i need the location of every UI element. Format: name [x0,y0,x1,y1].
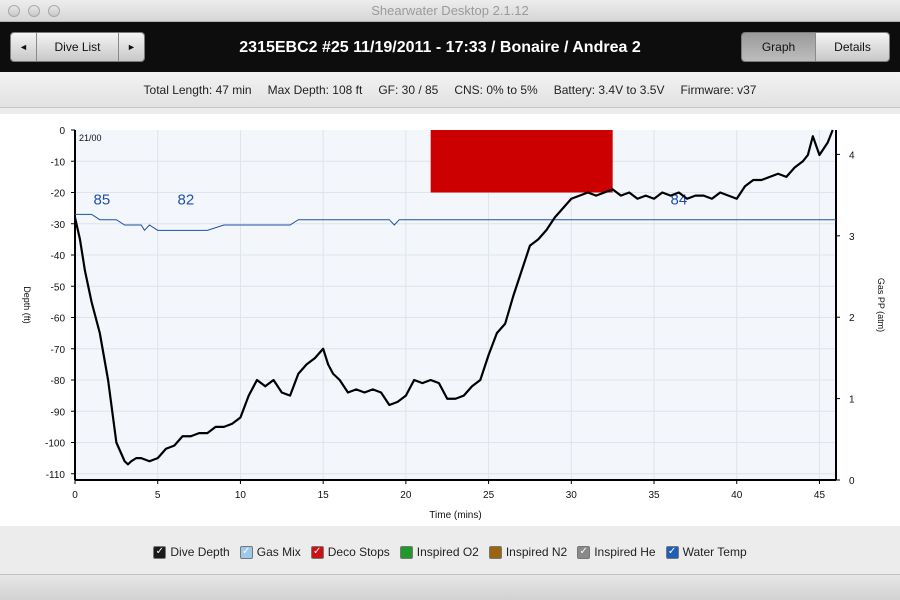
tab-details[interactable]: Details [816,33,889,61]
legend-item[interactable]: Inspired O2 [399,545,479,559]
water-temp-label: 85 [94,191,111,208]
x-tick-label: 35 [648,490,660,501]
checkbox-checked-icon[interactable]: ✓ [239,545,253,559]
y-tick-label: -110 [46,470,66,481]
tab-graph[interactable]: Graph [742,33,816,61]
water-temp-label: 82 [177,191,194,208]
legend-item[interactable]: ✓ Deco Stops [310,545,390,559]
bottom-bar [0,574,900,600]
dive-depth-line [73,129,834,466]
dive-nav-group: ◄ Dive List ► [10,32,145,62]
stat-gf: GF: 30 / 85 [378,82,439,97]
window-title: Shearwater Desktop 2.1.12 [371,3,529,18]
checkbox-checked-icon[interactable]: ✓ [665,545,679,559]
stat-battery: Battery: 3.4V to 3.5V [553,82,665,97]
x-axis-label: Time (mins) [429,510,481,521]
y-tick-label: -70 [51,345,66,356]
x-tick-label: 0 [72,490,78,501]
minimize-window-icon[interactable] [28,5,40,17]
dive-title: 2315EBC2 #25 11/19/2011 - 17:33 / Bonair… [239,39,641,56]
x-tick-label: 15 [318,490,330,501]
stat-total-length: Total Length: 47 min [143,82,252,97]
y2-tick-label: 1 [849,395,855,406]
dive-graph-panel[interactable]: 0 -10 -20 -30 -40 -50 -60 -70 -80 -90 -100 -110 0 5 10… [0,114,900,526]
checkbox-unchecked-icon[interactable] [399,545,413,559]
checkbox-checked-icon[interactable]: ✓ [153,545,167,559]
y2-tick-label: 3 [849,232,855,243]
y-tick-label: 0 [59,126,65,137]
x-tick-label: 30 [566,490,578,501]
chart-legend: ✓ Dive Depth ✓ Gas Mix ✓ Deco Stops Inspired O… [0,538,900,566]
y2-tick-label: 2 [849,313,855,324]
legend-item[interactable]: ✓ Dive Depth [153,545,230,559]
y2-tick-label: 4 [849,150,855,161]
legend-label: Inspired N2 [505,545,568,559]
y-tick-label: -80 [51,376,66,387]
x-tick-label: 40 [731,490,743,501]
checkbox-unchecked-icon[interactable] [488,545,502,559]
legend-item[interactable]: ✓ Inspired He [577,545,656,559]
y-tick-label: -60 [51,314,66,325]
stat-max-depth: Max Depth: 108 ft [267,82,363,97]
y-tick-label: -50 [51,282,66,293]
title-bar: Shearwater Desktop 2.1.12 [0,0,900,22]
checkbox-checked-icon[interactable]: ✓ [577,545,591,559]
legend-item[interactable]: ✓ Water Temp [665,545,747,559]
y-tick-label: -100 [45,439,65,450]
gas-mix-label: 21/00 [79,133,102,143]
legend-label: Dive Depth [170,545,230,559]
legend-label: Inspired O2 [416,545,479,559]
x-tick-label: 10 [235,490,247,501]
water-temp-line [75,213,836,232]
stat-firmware: Firmware: v37 [680,82,757,97]
deco-stop-bar [430,130,613,193]
x-tick-label: 20 [400,490,412,501]
checkbox-checked-icon[interactable]: ✓ [310,545,324,559]
stat-cns: CNS: 0% to 5% [454,82,538,97]
y-axis-label: Depth (ft) [22,286,32,324]
x-tick-label: 45 [814,490,826,501]
y-tick-label: -90 [51,407,66,418]
legend-item[interactable]: ✓ Gas Mix [239,545,301,559]
legend-item[interactable]: Inspired N2 [488,545,568,559]
zoom-window-icon[interactable] [48,5,60,17]
y-tick-label: -40 [51,251,66,262]
previous-dive-icon[interactable]: ◄ [11,33,37,61]
legend-label: Water Temp [682,545,747,559]
x-tick-label: 5 [155,490,161,501]
header-bar: ◄ Dive List ► 2315EBC2 #25 11/19/2011 - … [0,22,900,72]
legend-label: Deco Stops [327,545,390,559]
dive-list-button[interactable]: Dive List [37,33,119,61]
legend-label: Inspired He [594,545,656,559]
close-window-icon[interactable] [8,5,20,17]
legend-label: Gas Mix [256,545,301,559]
y2-axis-label: Gas PP (atm) [876,278,886,332]
dive-stats-bar: Total Length: 47 min Max Depth: 108 ft G… [0,72,900,108]
view-tabs: Graph Details [741,32,890,62]
y2-tick-label: 0 [849,476,855,487]
next-dive-icon[interactable]: ► [119,33,144,61]
x-tick-label: 25 [483,490,495,501]
y-tick-label: -30 [51,220,66,231]
y-tick-label: -10 [51,157,66,168]
y-tick-label: -20 [51,189,66,200]
